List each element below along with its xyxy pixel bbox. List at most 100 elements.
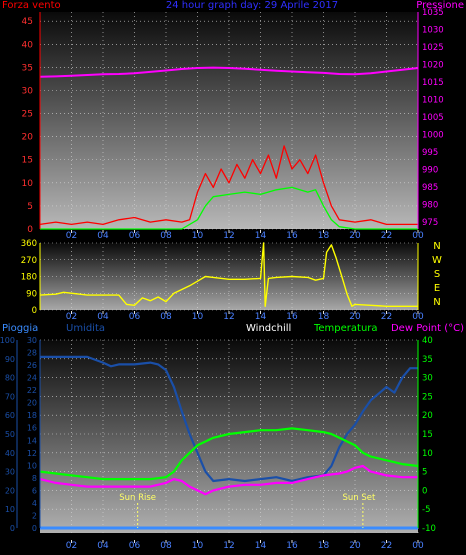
x-tick-label: 10 bbox=[192, 541, 204, 551]
direction-tick-label: 180 bbox=[21, 273, 37, 283]
x-tick-label: 12 bbox=[223, 231, 234, 241]
wind-tick-label: 40 bbox=[22, 40, 34, 50]
temperature-tick-label: 5 bbox=[422, 468, 427, 478]
pioggia-tick-label: 40 bbox=[5, 449, 15, 458]
x-tick-label: 02 bbox=[66, 312, 77, 322]
pressure-tick-label: 1030 bbox=[422, 26, 444, 36]
pioggia-tick-label: 30 bbox=[5, 468, 15, 477]
humidity-tick-label: 2 bbox=[32, 511, 37, 520]
x-tick-label: 04 bbox=[97, 541, 109, 551]
pioggia-tick-label: 90 bbox=[5, 355, 15, 364]
dewpoint-series-line bbox=[39, 464, 418, 496]
humidity-tick-label: 6 bbox=[32, 486, 37, 495]
wind-tick-label: 20 bbox=[22, 133, 34, 143]
pressure-tick-label: 995 bbox=[422, 148, 438, 158]
x-tick-label: 00 bbox=[412, 541, 424, 551]
x-tick-label: 02 bbox=[66, 541, 77, 551]
pressure-tick-label: 985 bbox=[422, 183, 438, 193]
chart-title: 24 hour graph day: 29 Aprile 2017 bbox=[166, 0, 338, 11]
x-tick-label: 10 bbox=[192, 231, 204, 241]
x-tick-label: 02 bbox=[66, 231, 77, 241]
temperature-tick-label: 15 bbox=[422, 430, 433, 440]
wind-tick-label: 35 bbox=[22, 63, 33, 73]
temperature-tick-label: 30 bbox=[422, 374, 433, 384]
pressure-series-line bbox=[39, 66, 419, 78]
x-tick-label: 12 bbox=[223, 541, 234, 551]
x-tick-label: 08 bbox=[160, 541, 172, 551]
humidity-tick-label: 4 bbox=[32, 499, 37, 508]
wind-tick-label: 0 bbox=[27, 225, 33, 235]
x-tick-label: 22 bbox=[381, 231, 392, 241]
pioggia-tick-label: 70 bbox=[5, 392, 15, 401]
temperature-tick-label: -5 bbox=[422, 505, 430, 515]
humidity-tick-label: 12 bbox=[27, 449, 37, 458]
wind-tick-label: 30 bbox=[22, 86, 34, 96]
pioggia-tick-label: 0 bbox=[10, 524, 15, 533]
humidity-tick-label: 28 bbox=[27, 349, 37, 358]
wind-tick-label: 15 bbox=[22, 156, 33, 166]
pressure-tick-label: 1020 bbox=[422, 61, 444, 71]
pioggia-tick-label: 80 bbox=[5, 374, 15, 383]
pioggia-tick-label: 20 bbox=[5, 486, 15, 495]
x-tick-label: 00 bbox=[412, 312, 424, 322]
temperature-tick-label: 10 bbox=[422, 449, 433, 459]
x-tick-label: 20 bbox=[349, 312, 361, 322]
x-tick-label: 18 bbox=[318, 231, 330, 241]
x-tick-label: 20 bbox=[349, 541, 361, 551]
temperature-tick-label: 35 bbox=[422, 355, 433, 365]
pressure-tick-label: 990 bbox=[422, 166, 438, 176]
temperature-tick-label: 40 bbox=[422, 336, 433, 346]
humidity-tick-label: 20 bbox=[27, 399, 37, 408]
x-tick-label: 06 bbox=[129, 312, 141, 322]
compass-label: N bbox=[433, 241, 440, 252]
temperatura-label: Temperatura bbox=[313, 323, 378, 334]
pioggia-tick-label: 100 bbox=[0, 336, 15, 345]
x-tick-label: 18 bbox=[318, 541, 330, 551]
pioggia-tick-label: 10 bbox=[5, 505, 15, 514]
x-tick-label: 10 bbox=[192, 312, 204, 322]
pioggia-label: Pioggia bbox=[2, 323, 38, 334]
x-tick-label: 08 bbox=[160, 312, 172, 322]
temperature-tick-label: 25 bbox=[422, 392, 433, 402]
x-tick-label: 00 bbox=[412, 231, 424, 241]
compass-label: E bbox=[434, 283, 440, 294]
x-tick-label: 06 bbox=[129, 231, 141, 241]
pressure-tick-label: 975 bbox=[422, 218, 438, 228]
pressure-tick-label: 980 bbox=[422, 201, 438, 211]
umidita-label: Umidita bbox=[66, 323, 105, 334]
x-tick-label: 22 bbox=[381, 312, 392, 322]
compass-label: S bbox=[434, 269, 440, 280]
humidity-tick-label: 0 bbox=[32, 524, 37, 533]
humidity-tick-label: 24 bbox=[27, 374, 37, 383]
temperature-tick-label: -10 bbox=[422, 524, 436, 534]
wind-tick-label: 10 bbox=[22, 179, 34, 189]
sunset-label: Sun Set bbox=[342, 493, 375, 503]
humidity-tick-label: 8 bbox=[32, 474, 37, 483]
x-tick-label: 18 bbox=[318, 312, 330, 322]
umidita-series-line bbox=[40, 355, 418, 483]
pressure-tick-label: 1005 bbox=[422, 113, 444, 123]
pioggia-tick-label: 50 bbox=[5, 430, 15, 439]
humidity-tick-label: 18 bbox=[27, 411, 37, 420]
direction-tick-label: 0 bbox=[32, 306, 37, 316]
compass-label: W bbox=[432, 255, 442, 266]
pressure-tick-label: 1015 bbox=[422, 78, 444, 88]
wind-direction-plot-area bbox=[40, 243, 418, 310]
x-tick-label: 16 bbox=[286, 312, 298, 322]
x-tick-label: 22 bbox=[381, 541, 392, 551]
wind_avg-series-line bbox=[40, 186, 418, 230]
x-tick-label: 14 bbox=[255, 312, 267, 322]
direction-tick-label: 360 bbox=[21, 239, 37, 249]
x-tick-label: 06 bbox=[129, 541, 141, 551]
x-tick-label: 12 bbox=[223, 312, 234, 322]
humidity-tick-label: 14 bbox=[27, 436, 37, 445]
humidity-tick-label: 30 bbox=[27, 336, 37, 345]
humidity-tick-label: 22 bbox=[27, 386, 37, 395]
direction-series-line bbox=[39, 242, 418, 307]
temperature-tick-label: 0 bbox=[422, 486, 427, 496]
pioggia-tick-label: 60 bbox=[5, 411, 15, 420]
x-tick-label: 14 bbox=[255, 231, 267, 241]
wind-tick-label: 45 bbox=[22, 17, 33, 27]
humidity-tick-label: 26 bbox=[27, 361, 37, 370]
